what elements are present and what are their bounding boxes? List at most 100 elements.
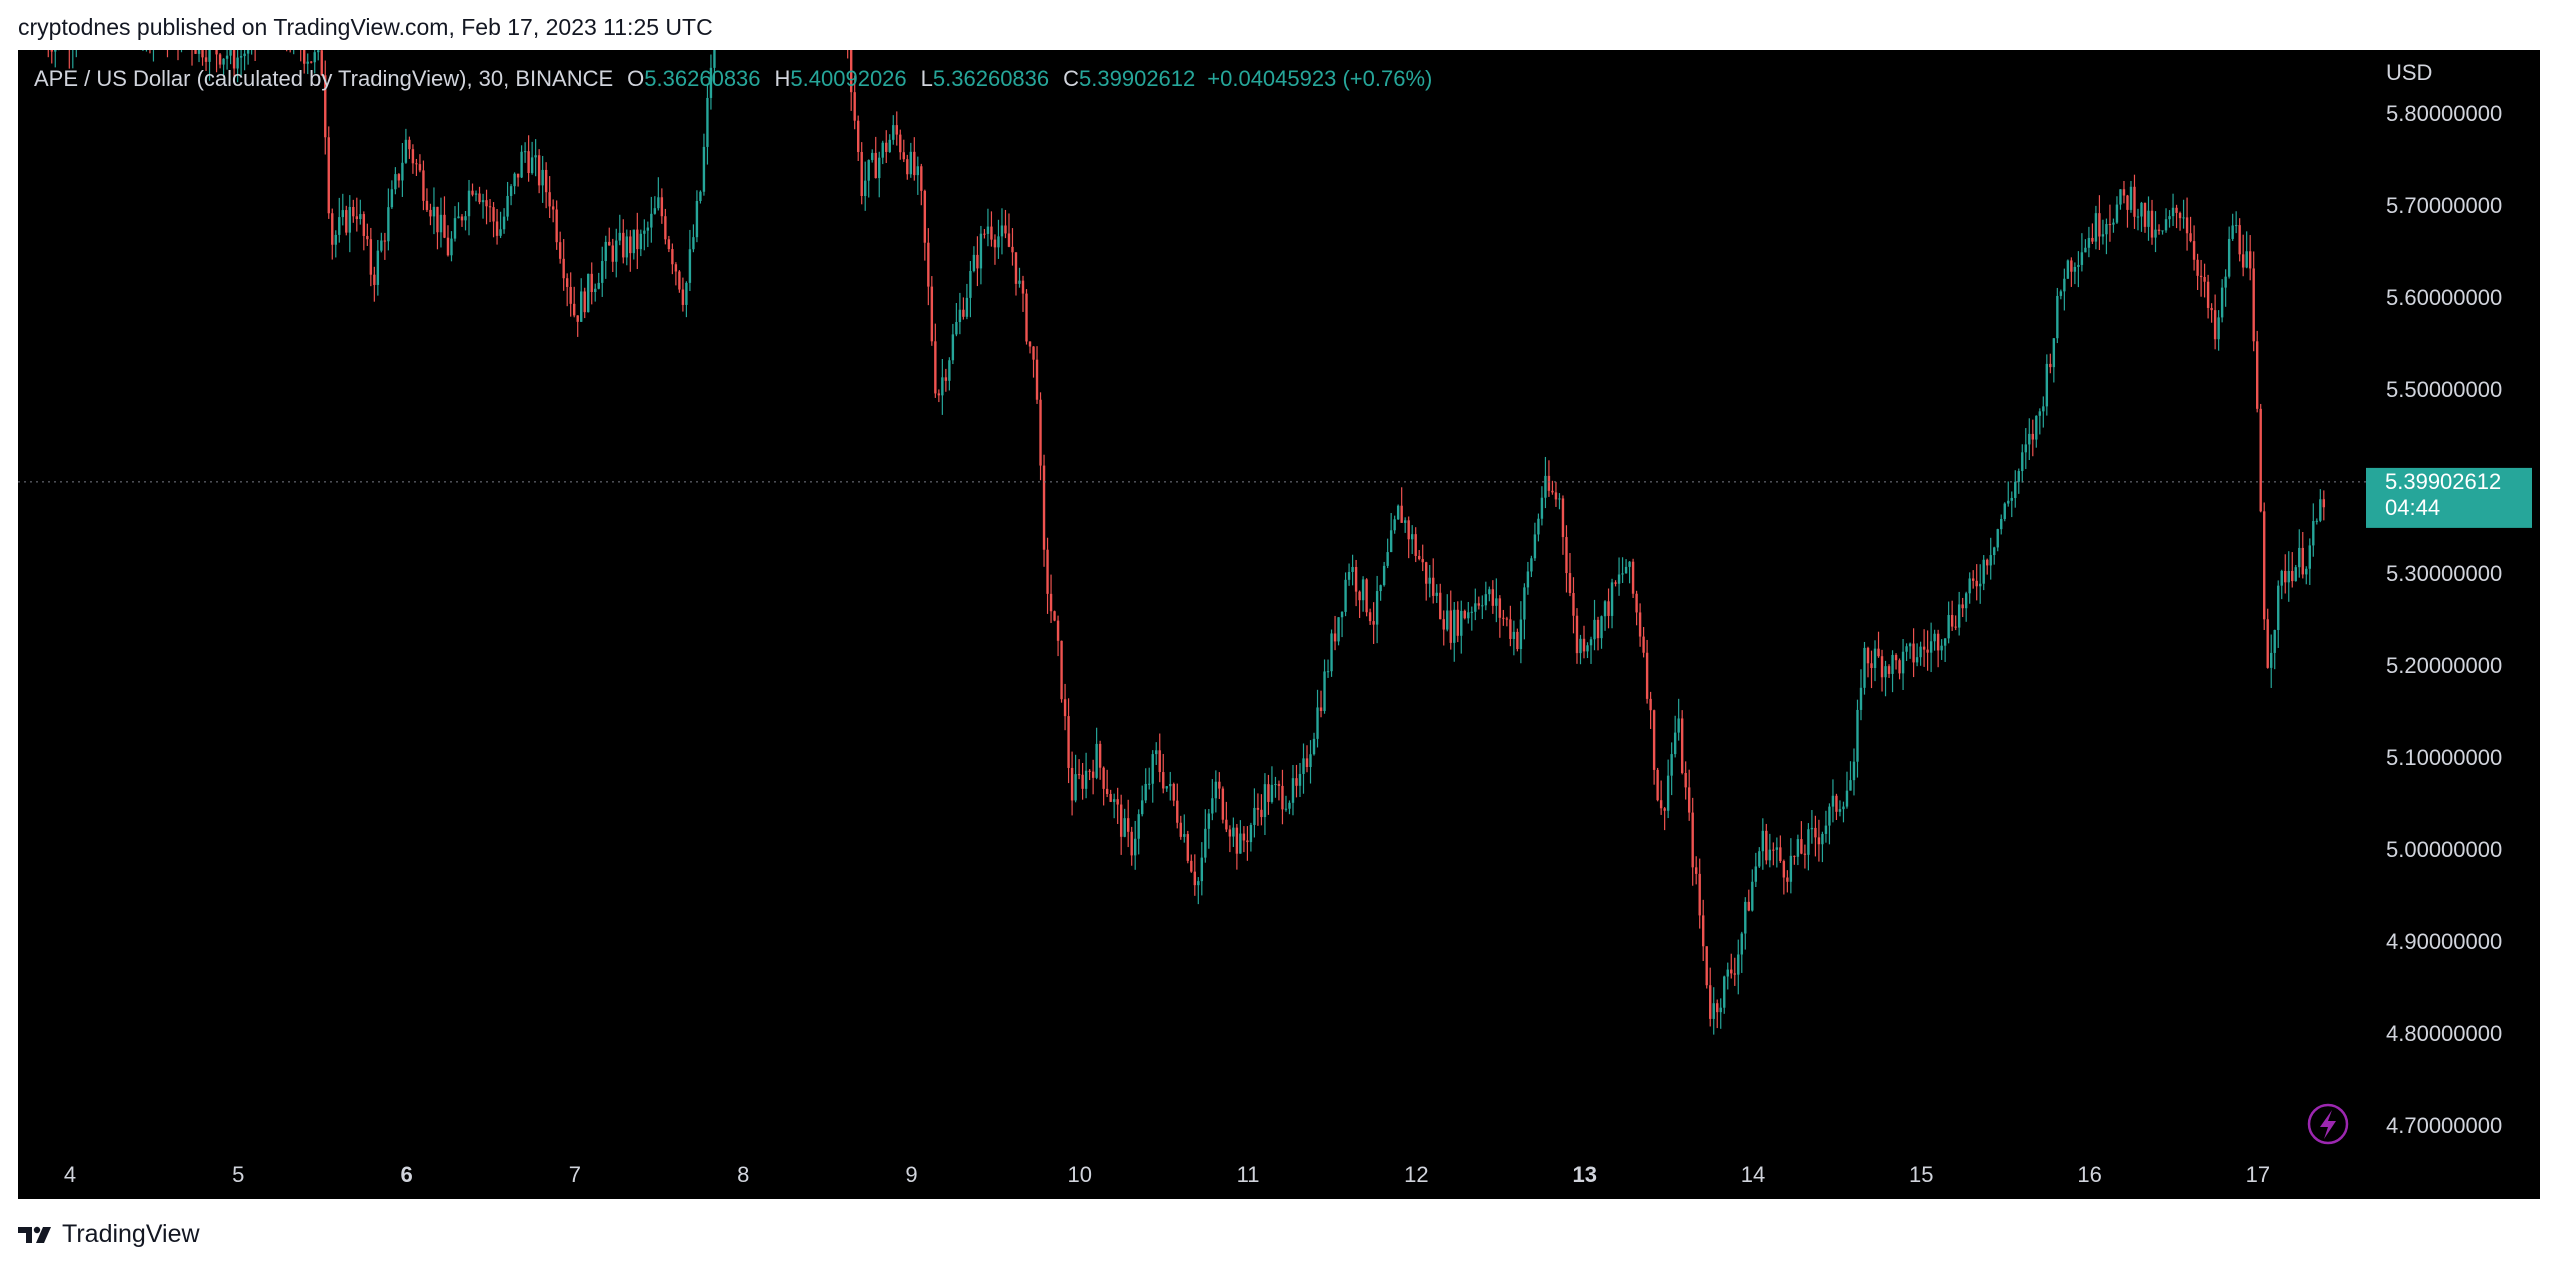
candle (1887, 664, 1891, 678)
tradingview-brand[interactable]: TradingView (18, 1220, 200, 1249)
candle (1747, 889, 1750, 912)
candle (1396, 504, 1400, 520)
candle (1326, 659, 1330, 678)
candle (1772, 842, 1775, 866)
candle (1425, 561, 1428, 601)
candle (551, 199, 555, 223)
candle (1810, 810, 1814, 844)
candle (1337, 617, 1340, 646)
candle (1870, 650, 1873, 689)
candle (601, 246, 604, 297)
candle (2263, 502, 2266, 631)
candle (2291, 552, 2294, 588)
candle (376, 239, 380, 296)
candle (1842, 801, 1845, 823)
publish-info: cryptodnes published on TradingView.com,… (18, 14, 713, 40)
candle (1263, 773, 1267, 836)
candle (1105, 769, 1109, 798)
candle (530, 141, 534, 175)
candle (674, 262, 678, 286)
candle (565, 273, 569, 307)
last-price-value: 5.39902612 (2385, 469, 2501, 494)
candle (1786, 870, 1789, 893)
price-axis[interactable]: USD 5.80000000 5.70000000 5.60000000 5.5000… (2386, 60, 2502, 1138)
candle (1246, 826, 1249, 861)
time-tick-label: 5 (232, 1162, 244, 1187)
candle (1673, 715, 1677, 758)
candle (1982, 555, 1985, 591)
candle (1898, 658, 1901, 680)
candle (660, 188, 664, 224)
time-axis[interactable]: 4 5 6 7 8 9 10 11 12 13 14 15 16 17 (64, 1162, 2270, 1187)
candle (1435, 584, 1438, 603)
candle (2147, 196, 2150, 241)
candle (1284, 795, 1288, 812)
candle (1354, 559, 1358, 607)
candle (2319, 489, 2322, 523)
candle (1088, 769, 1091, 781)
candle (387, 188, 390, 251)
candle (47, 50, 49, 58)
candle (2087, 226, 2091, 258)
time-tick-label: 17 (2246, 1162, 2270, 1187)
candle (68, 50, 70, 69)
candle (1074, 754, 1077, 803)
candle (1894, 653, 1898, 670)
candle (1232, 817, 1235, 847)
lightning-icon[interactable] (2307, 1103, 2349, 1145)
candlestick-chart[interactable]: USD 5.80000000 5.70000000 5.60000000 5.5000… (18, 50, 2540, 1199)
candle (1947, 601, 1950, 644)
candle (2122, 180, 2126, 204)
candle (1407, 516, 1410, 559)
candle (331, 208, 334, 260)
last-price-badge: 5.39902612 04:44 (2366, 467, 2532, 528)
candle (1723, 975, 1726, 1014)
candle (2115, 196, 2119, 224)
candle (2133, 174, 2136, 229)
candle (885, 130, 888, 163)
candle (1498, 595, 1502, 638)
candle (657, 177, 660, 211)
time-tick-label: 16 (2077, 1162, 2101, 1187)
candle (643, 219, 646, 251)
candle (1288, 800, 1291, 815)
candle (359, 199, 362, 225)
candle (201, 50, 204, 66)
candle (1828, 803, 1831, 845)
candle (548, 176, 551, 219)
candle (692, 224, 695, 253)
candle (320, 50, 323, 76)
candle (495, 209, 499, 245)
candle (2080, 233, 2084, 272)
candle (1204, 809, 1207, 863)
candle (594, 283, 597, 302)
candle (408, 136, 411, 159)
candle (401, 143, 404, 197)
candle (1340, 611, 1344, 638)
candle (1884, 660, 1887, 697)
candle (1179, 815, 1182, 840)
chart-panel[interactable]: USD 5.80000000 5.70000000 5.60000000 5.5000… (18, 50, 2540, 1199)
candle (1432, 558, 1435, 604)
candle (1589, 636, 1593, 664)
candle (1596, 616, 1600, 651)
candle (1351, 554, 1354, 586)
candle (481, 193, 485, 219)
candle (1666, 759, 1670, 819)
candle (1109, 789, 1112, 803)
candle (2007, 481, 2010, 507)
candle (1968, 572, 1971, 604)
candle (2119, 189, 2122, 210)
candle (608, 227, 611, 246)
candle (1586, 642, 1589, 659)
candle (1954, 615, 1957, 631)
candle (1751, 869, 1754, 912)
candle (2056, 287, 2059, 344)
candle (2178, 211, 2182, 231)
candle (509, 184, 513, 206)
candle (650, 196, 653, 243)
candle (520, 145, 523, 179)
time-tick-label: 4 (64, 1162, 76, 1187)
candle (1095, 727, 1098, 780)
change-value: +0.04045923 (+0.76%) (1207, 66, 1433, 91)
